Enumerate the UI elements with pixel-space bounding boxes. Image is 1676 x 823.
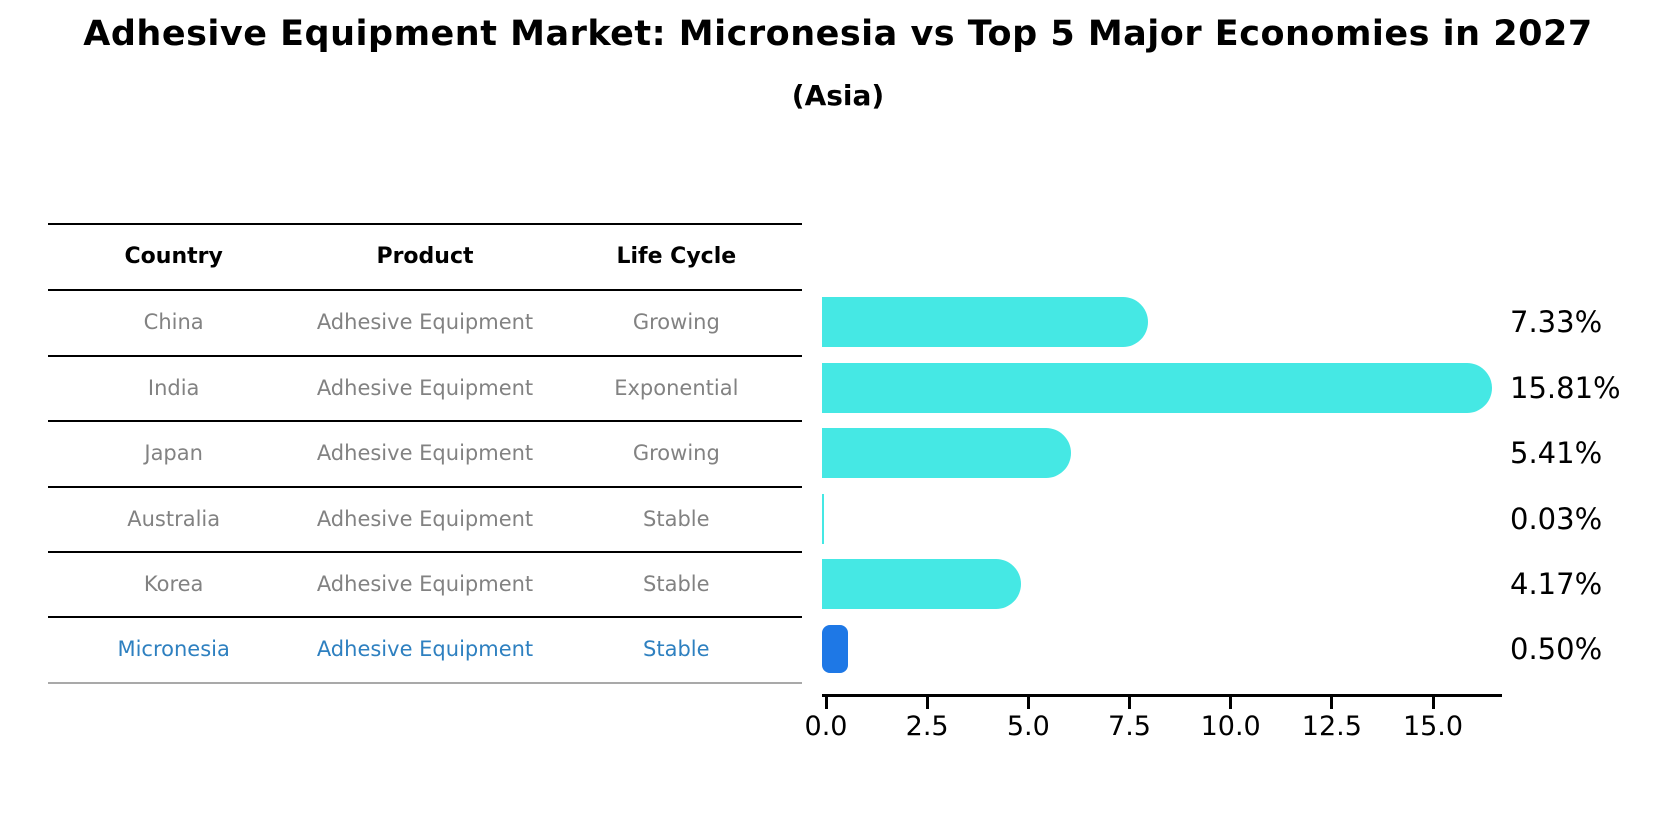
country-cell: India xyxy=(147,375,200,400)
bar-korea xyxy=(822,558,1021,609)
x-axis-tick xyxy=(1431,697,1435,709)
x-axis-tick-label: 15.0 xyxy=(1402,711,1464,742)
country-cell: China xyxy=(143,310,204,334)
x-axis-tick xyxy=(1128,697,1131,709)
bar-australia xyxy=(822,493,824,544)
bar-value-label: 0.03% xyxy=(1510,501,1603,536)
country-cell: Micronesia xyxy=(117,637,230,661)
table-row: Korea Adhesive Equipment Stable xyxy=(48,551,802,616)
table-rule xyxy=(48,223,802,225)
bar-india xyxy=(822,362,1492,413)
bar-japan xyxy=(822,428,1071,478)
table-row: Japan Adhesive Equipment Growing xyxy=(48,420,802,486)
x-axis-tick-label: 10.0 xyxy=(1200,711,1261,742)
table-rule xyxy=(48,682,802,684)
product-cell: Adhesive Equipment xyxy=(316,441,534,465)
bar-value-label: 15.81% xyxy=(1510,370,1621,405)
x-axis-tick-label: 7.5 xyxy=(1108,711,1151,742)
x-axis-tick xyxy=(824,697,828,709)
product-cell: Adhesive Equipment xyxy=(316,310,534,334)
table-header-row: Country Product Life Cycle xyxy=(48,223,802,289)
country-cell: Australia xyxy=(127,506,221,531)
product-cell: Adhesive Equipment xyxy=(316,637,534,661)
table-row: India Adhesive Equipment Exponential xyxy=(48,355,802,420)
life-cycle-cell: Stable xyxy=(643,571,710,596)
x-axis-line xyxy=(822,694,1502,697)
table-rule xyxy=(48,551,802,553)
bar-value-label: 4.17% xyxy=(1510,566,1603,601)
table-row: Australia Adhesive Equipment Stable xyxy=(48,486,802,551)
x-axis-tick-label: 2.5 xyxy=(905,711,949,742)
x-axis-tick-label: 12.5 xyxy=(1301,711,1362,742)
x-axis-tick xyxy=(1330,697,1334,709)
x-axis-tick xyxy=(1026,697,1030,709)
bar-value-label: 5.41% xyxy=(1510,436,1603,470)
table-rule xyxy=(48,486,802,488)
life-cycle-cell: Stable xyxy=(643,637,710,661)
x-axis-tick-label: 5.0 xyxy=(1006,711,1050,742)
x-axis-tick xyxy=(1229,697,1233,709)
chart-subtitle: (Asia) xyxy=(791,79,885,112)
table-row: China Adhesive Equipment Growing xyxy=(48,289,802,355)
chart-title: Adhesive Equipment Market: Micronesia vs… xyxy=(83,14,1593,54)
table-rule xyxy=(48,616,802,618)
product-cell: Adhesive Equipment xyxy=(316,506,534,531)
life-cycle-cell: Growing xyxy=(632,441,720,465)
bar-value-label: 7.33% xyxy=(1510,305,1603,339)
table-rule xyxy=(48,289,802,291)
column-header: Country xyxy=(124,243,223,269)
country-cell: Japan xyxy=(144,441,203,465)
table-rule xyxy=(48,355,802,357)
life-cycle-cell: Stable xyxy=(643,506,710,531)
country-cell: Korea xyxy=(143,571,204,596)
life-cycle-cell: Exponential xyxy=(614,375,739,400)
product-cell: Adhesive Equipment xyxy=(316,375,534,400)
bar-value-label: 0.50% xyxy=(1510,632,1603,666)
x-axis-tick xyxy=(925,697,929,709)
x-axis-tick-label: 0.0 xyxy=(804,711,848,742)
bar-micronesia xyxy=(822,625,848,673)
life-cycle-cell: Growing xyxy=(632,310,720,334)
table-rule xyxy=(48,420,802,422)
column-header: Life Cycle xyxy=(616,243,737,269)
column-header: Product xyxy=(376,243,474,269)
product-cell: Adhesive Equipment xyxy=(316,571,534,596)
bar-china xyxy=(822,297,1148,347)
table-row: Micronesia Adhesive Equipment Stable xyxy=(48,616,802,682)
